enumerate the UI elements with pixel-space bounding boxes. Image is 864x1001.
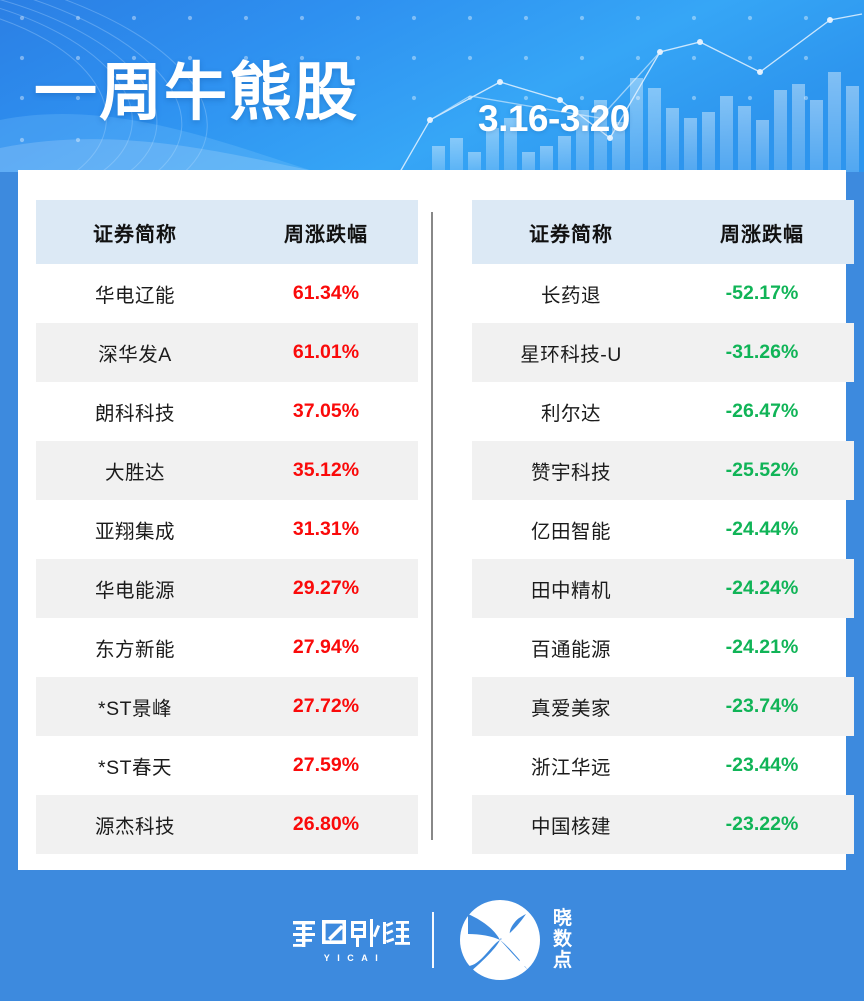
column-header-name: 证券简称	[36, 200, 234, 264]
stock-name-cell: 浙江华远	[530, 757, 611, 779]
table-row: 利尔达 -26.47%	[472, 382, 854, 441]
table-row: 朗科科技 37.05%	[36, 382, 418, 441]
yicai-pinyin-label: YICAI	[323, 952, 386, 963]
xiaoshudian-logo: 晓 数 点	[456, 896, 572, 984]
table-row: 赞宇科技 -25.52%	[472, 441, 854, 500]
table-row: 中国核建 -23.22%	[472, 795, 854, 854]
stock-change-cell: 37.05%	[292, 400, 360, 422]
table-row: 百通能源 -24.21%	[472, 618, 854, 677]
stock-change-cell: 27.94%	[292, 636, 360, 658]
stock-name-cell: 亚翔集成	[94, 521, 175, 543]
table-row: 浙江华远 -23.44%	[472, 736, 854, 795]
table-row: 真爱美家 -23.74%	[472, 677, 854, 736]
stock-name-cell: 真爱美家	[472, 677, 670, 736]
xs-char-1: 晓	[552, 907, 572, 929]
stock-name-cell: 长药退	[540, 285, 601, 307]
xs-char-2: 数	[552, 928, 572, 950]
table-row: *ST景峰 27.72%	[36, 677, 418, 736]
table-row: *ST春天 27.59%	[36, 736, 418, 795]
table-row: 大胜达 35.12%	[36, 441, 418, 500]
date-range-label: 3.16-3.20	[478, 98, 630, 139]
stock-name-cell: *ST景峰	[36, 677, 234, 736]
table-row: 华电能源 29.27%	[36, 559, 418, 618]
gainers-table: 证券简称 周涨跌幅 华电辽能 61.34% 深华发A 61.01% 朗科科技 37.05%…	[36, 200, 418, 854]
stock-change-cell: -25.52%	[670, 441, 854, 500]
table-row: 东方新能 27.94%	[36, 618, 418, 677]
stock-name-cell: 大胜达	[36, 441, 234, 500]
column-header-change: 周涨跌幅	[670, 200, 854, 264]
xs-monogram-icon	[459, 899, 540, 980]
xs-char-3: 点	[552, 950, 572, 972]
stock-name-cell: 华电能源	[36, 559, 234, 618]
header-line-chart	[399, 13, 863, 172]
page-header: 一周牛熊股 3.16-3.20	[0, 0, 864, 172]
stock-change-cell: 61.01%	[234, 323, 418, 382]
table-row: 亚翔集成 31.31%	[36, 500, 418, 559]
page-footer: YICAI 晓 数 点	[0, 878, 864, 1001]
table-divider	[431, 212, 433, 840]
stock-name-cell: 东方新能	[94, 639, 175, 661]
column-header-name: 证券简称	[472, 200, 670, 264]
stock-change-cell: -23.22%	[670, 795, 854, 854]
table-row: 深华发A 61.01%	[36, 323, 418, 382]
yicai-wordmark-icon	[292, 918, 410, 947]
stock-change-cell: 61.34%	[292, 282, 360, 304]
table-row: 华电辽能 61.34%	[36, 264, 418, 323]
stock-name-cell: 赞宇科技	[472, 441, 670, 500]
tables-container: 证券简称 周涨跌幅 华电辽能 61.34% 深华发A 61.01% 朗科科技 37.05%…	[18, 170, 854, 854]
stock-name-cell: 朗科科技	[94, 403, 175, 425]
rankings-card: 证券简称 周涨跌幅 华电辽能 61.34% 深华发A 61.01% 朗科科技 37.05%…	[18, 170, 854, 870]
stock-change-cell: 27.59%	[292, 754, 360, 776]
stock-change-cell: 31.31%	[292, 518, 360, 540]
column-header-change: 周涨跌幅	[234, 200, 418, 264]
stock-change-cell: -23.74%	[670, 677, 854, 736]
stock-change-cell: -24.24%	[670, 559, 854, 618]
stock-change-cell: -23.44%	[725, 754, 799, 776]
page-title: 一周牛熊股	[34, 58, 359, 128]
stock-change-cell: -24.21%	[725, 636, 799, 658]
table-header-row: 证券简称 周涨跌幅	[36, 200, 418, 264]
table-row: 源杰科技 26.80%	[36, 795, 418, 854]
stock-name-cell: 田中精机	[472, 559, 670, 618]
stock-change-cell: -24.44%	[725, 518, 799, 540]
table-row: 星环科技-U -31.26%	[472, 323, 854, 382]
xiaoshudian-label: 晓 数 点	[553, 908, 572, 972]
table-row: 亿田智能 -24.44%	[472, 500, 854, 559]
stock-change-cell: 29.27%	[234, 559, 418, 618]
stock-name-cell: 源杰科技	[36, 795, 234, 854]
table-header-row: 证券简称 周涨跌幅	[472, 200, 854, 264]
table-row: 田中精机 -24.24%	[472, 559, 854, 618]
table-row: 长药退 -52.17%	[472, 264, 854, 323]
yicai-logo: YICAI	[292, 917, 410, 963]
stock-change-cell: -52.17%	[725, 282, 799, 304]
stock-change-cell: -26.47%	[725, 400, 799, 422]
header-decoration	[0, 0, 864, 172]
stock-change-cell: 26.80%	[234, 795, 418, 854]
stock-name-cell: 深华发A	[36, 323, 234, 382]
stock-name-cell: *ST春天	[97, 757, 172, 779]
stock-change-cell: 35.12%	[234, 441, 418, 500]
header-bar-chart	[432, 72, 859, 172]
stock-name-cell: 星环科技-U	[472, 323, 670, 382]
stock-name-cell: 中国核建	[472, 795, 670, 854]
stock-name-cell: 亿田智能	[530, 521, 611, 543]
stock-change-cell: -31.26%	[670, 323, 854, 382]
stock-name-cell: 华电辽能	[94, 285, 175, 307]
stock-name-cell: 百通能源	[530, 639, 611, 661]
footer-logo-divider	[431, 911, 434, 968]
stock-name-cell: 利尔达	[540, 403, 601, 425]
losers-table: 证券简称 周涨跌幅 长药退 -52.17% 星环科技-U -31.26% 利尔达 -26.…	[472, 200, 854, 854]
stock-change-cell: 27.72%	[234, 677, 418, 736]
